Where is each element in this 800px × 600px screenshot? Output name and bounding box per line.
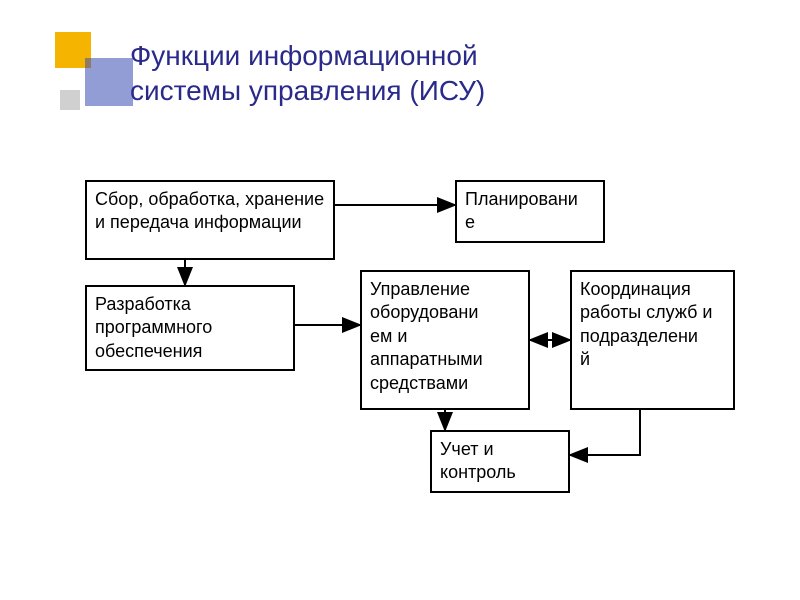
flowchart-node-n2: Планировани е <box>455 180 605 243</box>
node-label: Сбор, обработка, хранение и передача инф… <box>95 189 329 232</box>
node-label: Планировани е <box>465 189 578 232</box>
node-label: Разработка программного обеспечения <box>95 294 217 361</box>
flowchart-node-n6: Учет и контроль <box>430 430 570 493</box>
flowchart-node-n1: Сбор, обработка, хранение и передача инф… <box>85 180 335 260</box>
slide-title: Функции информационной системы управлени… <box>130 38 485 108</box>
deco-blue-square <box>85 58 133 106</box>
flowchart-node-n3: Разработка программного обеспечения <box>85 285 295 371</box>
node-label: Учет и контроль <box>440 439 516 482</box>
node-label: Координация работы служб и подразделени … <box>580 279 717 369</box>
title-line-1: Функции информационной <box>130 40 478 71</box>
flowchart-node-n4: Управление оборудовани ем и аппаратными … <box>360 270 530 410</box>
flowchart-node-n5: Координация работы служб и подразделени … <box>570 270 735 410</box>
node-label: Управление оборудовани ем и аппаратными … <box>370 279 488 393</box>
title-line-2: системы управления (ИСУ) <box>130 75 485 106</box>
deco-gray-square <box>60 90 80 110</box>
